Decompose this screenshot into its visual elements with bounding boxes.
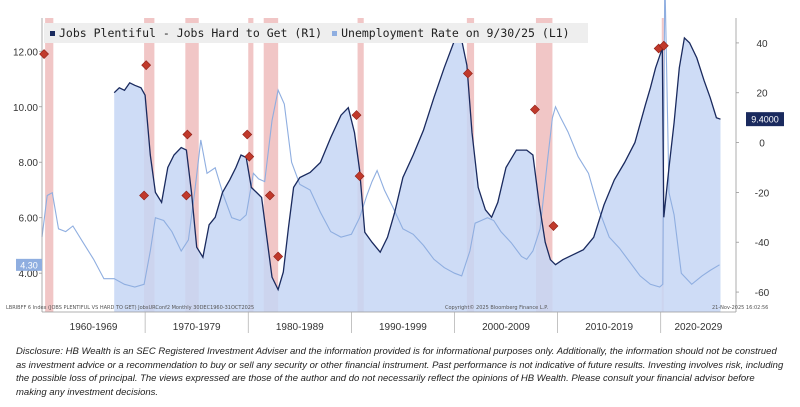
left-tick-label-2: 8.00 xyxy=(19,158,39,169)
unemployment-line xyxy=(41,0,720,288)
left-tick-label-1: 6.00 xyxy=(19,214,39,225)
right-tick-label-2: -20 xyxy=(755,188,770,199)
chart-legend: Jobs Plentiful - Jobs Hard to Get (R1) U… xyxy=(44,23,588,43)
right-tick-label-4: 20 xyxy=(756,89,768,100)
right-tick-label-3: 0 xyxy=(759,139,765,150)
decade-label-3: 1990-1999 xyxy=(379,322,427,333)
legend-label-jobs-spread: Jobs Plentiful - Jobs Hard to Get (R1) xyxy=(59,26,323,40)
recession-marker-1 xyxy=(139,190,150,201)
recession-marker-13 xyxy=(529,104,540,115)
decade-label-0: 1960-1969 xyxy=(70,322,118,333)
recession-marker-4 xyxy=(182,129,193,140)
decade-label-4: 2000-2009 xyxy=(482,322,530,333)
recession-marker-9 xyxy=(351,110,362,120)
recession-marker-7 xyxy=(264,190,275,201)
jobs-spread-area xyxy=(114,35,721,313)
left-tick-label-0: 4.00 xyxy=(19,269,39,280)
decade-label-2: 1980-1989 xyxy=(276,322,324,333)
date-footnote: 21-Nov-2025 16:02:56 xyxy=(712,305,769,311)
legend-swatch-jobs-spread xyxy=(50,30,55,36)
recession-band-0 xyxy=(45,18,54,312)
decade-label-1: 1970-1979 xyxy=(173,322,221,333)
unemployment-last-badge xyxy=(16,258,42,271)
recession-marker-5 xyxy=(242,129,253,140)
legend-item-unemployment: Unemployment Rate on 9/30/25 (L1) xyxy=(332,26,570,40)
decade-label-5: 2010-2019 xyxy=(585,322,633,333)
jobs-spread-line xyxy=(113,34,721,292)
left-tick-label-3: 10.00 xyxy=(13,103,38,114)
copyright-footnote: Copyright© 2025 Bloomberg Finance L.P. xyxy=(445,305,549,311)
recession-marker-14 xyxy=(548,221,559,231)
jobs-spread-last-badge xyxy=(746,112,784,127)
recession-marker-0 xyxy=(39,49,49,59)
recession-marker-16 xyxy=(658,40,669,51)
jobs-spread-last-label: 9.4000 xyxy=(751,115,779,125)
legend-swatch-unemployment xyxy=(332,30,338,36)
right-tick-label-1: -40 xyxy=(755,238,770,249)
recession-band-5 xyxy=(357,18,364,312)
source-footnote: LBRIBFF 6 Index (JOBS PLENTIFUL VS HARD … xyxy=(6,305,255,311)
legend-item-jobs-spread: Jobs Plentiful - Jobs Hard to Get (R1) xyxy=(50,26,322,40)
recession-marker-3 xyxy=(181,190,192,201)
chart-area: 4.00 6.00 8.00 10.00 12.00 -60 -40 -20 0 20 40 1960… xyxy=(6,0,784,333)
recession-marker-6 xyxy=(244,151,255,162)
recession-marker-10 xyxy=(354,171,365,182)
left-tick-label-4: 12.00 xyxy=(13,47,38,58)
right-tick-label-0: -60 xyxy=(755,288,770,299)
legend-label-unemployment: Unemployment Rate on 9/30/25 (L1) xyxy=(341,26,570,40)
recession-marker-2 xyxy=(141,60,152,71)
recession-band-3 xyxy=(248,18,254,312)
right-tick-label-5: 40 xyxy=(756,39,768,50)
chart-svg: 4.00 6.00 8.00 10.00 12.00 -60 -40 -20 0 20 40 1960… xyxy=(13,0,784,333)
decade-label-6: 2020-2029 xyxy=(674,322,722,333)
recession-marker-12 xyxy=(462,68,473,79)
recession-marker-8 xyxy=(273,251,284,262)
unemployment-last-label: 4.30 xyxy=(20,260,38,270)
disclosure-text: Disclosure: HB Wealth is an SEC Register… xyxy=(16,346,784,399)
